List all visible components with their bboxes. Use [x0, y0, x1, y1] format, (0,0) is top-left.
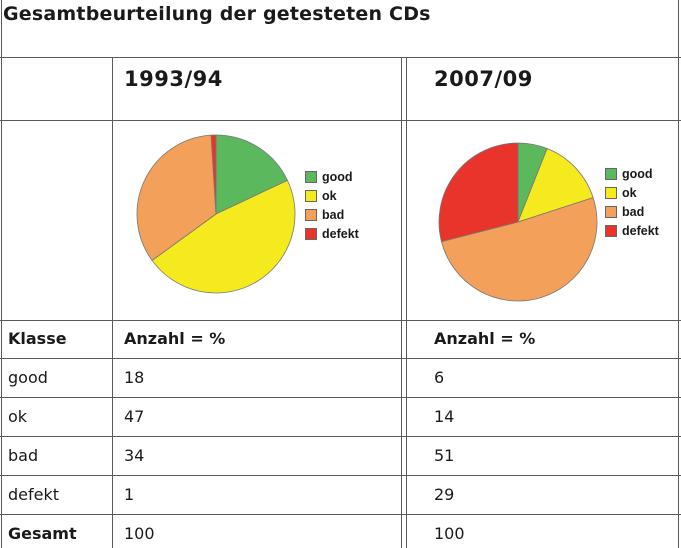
legend-1993-94: good ok bad defekt [305, 167, 359, 243]
pie-slice-defekt [210, 134, 217, 215]
period-2007-09: 2007/09 [434, 67, 533, 91]
grid-line [0, 57, 681, 58]
row-value-good-1993: 18 [124, 368, 145, 387]
legend-label: ok [622, 185, 637, 200]
legend-2007-09: good ok bad defekt [605, 164, 659, 240]
grid-line [0, 475, 681, 476]
legend-item-defekt: defekt [305, 224, 359, 243]
legend-swatch [605, 167, 617, 180]
row-value-gesamt-1993: 100 [124, 524, 155, 543]
legend-swatch [305, 227, 317, 240]
grid-line [0, 358, 681, 359]
row-value-gesamt-2007: 100 [434, 524, 465, 543]
legend-item-ok: ok [605, 183, 659, 202]
legend-swatch [605, 205, 617, 218]
legend-label: defekt [322, 226, 359, 241]
legend-item-bad: bad [305, 205, 359, 224]
pie-slice-bad [136, 134, 217, 261]
row-value-bad-1993: 34 [124, 446, 145, 465]
row-label-defekt: defekt [8, 485, 60, 504]
legend-label: good [322, 169, 353, 184]
row-label-gesamt: Gesamt [8, 524, 77, 543]
grid-line [0, 436, 681, 437]
pie-slice-ok [151, 179, 296, 294]
legend-swatch [305, 189, 317, 202]
period-1993-94: 1993/94 [124, 67, 223, 91]
legend-label: bad [322, 207, 345, 222]
header-anzahl-2007: Anzahl = % [434, 329, 536, 348]
row-value-ok-2007: 14 [434, 407, 455, 426]
row-label-bad: bad [8, 446, 39, 465]
legend-item-good: good [605, 164, 659, 183]
legend-label: ok [322, 188, 337, 203]
legend-label: good [622, 166, 653, 181]
row-value-defekt-2007: 29 [434, 485, 455, 504]
row-label-good: good [8, 368, 48, 387]
legend-item-good: good [305, 167, 359, 186]
row-label-ok: ok [8, 407, 28, 426]
legend-label: defekt [622, 223, 659, 238]
pie-chart-2007-09 [438, 142, 598, 302]
grid-line [112, 57, 113, 548]
grid-line [0, 514, 681, 515]
grid-line [0, 397, 681, 398]
grid-line [0, 320, 681, 321]
legend-item-defekt: defekt [605, 221, 659, 240]
grid-line [678, 0, 679, 548]
legend-label: bad [622, 204, 645, 219]
header-anzahl-1993: Anzahl = % [124, 329, 226, 348]
legend-item-bad: bad [605, 202, 659, 221]
header-klasse: Klasse [8, 329, 67, 348]
legend-swatch [605, 224, 617, 237]
pie-slice-bad [440, 197, 598, 302]
pie-slice-defekt [438, 142, 519, 243]
legend-swatch [605, 186, 617, 199]
pie-chart-1993-94 [136, 134, 296, 294]
page-title: Gesamtbeurteilung der getesteten CDs [3, 3, 431, 25]
grid-line [0, 120, 681, 121]
grid-line [401, 57, 407, 548]
legend-item-ok: ok [305, 186, 359, 205]
grid-line [1, 0, 2, 548]
row-value-defekt-1993: 1 [124, 485, 135, 504]
pie-slice-good [215, 134, 289, 215]
legend-swatch [305, 170, 317, 183]
row-value-ok-1993: 47 [124, 407, 145, 426]
row-value-good-2007: 6 [434, 368, 445, 387]
legend-swatch [305, 208, 317, 221]
row-value-bad-2007: 51 [434, 446, 455, 465]
